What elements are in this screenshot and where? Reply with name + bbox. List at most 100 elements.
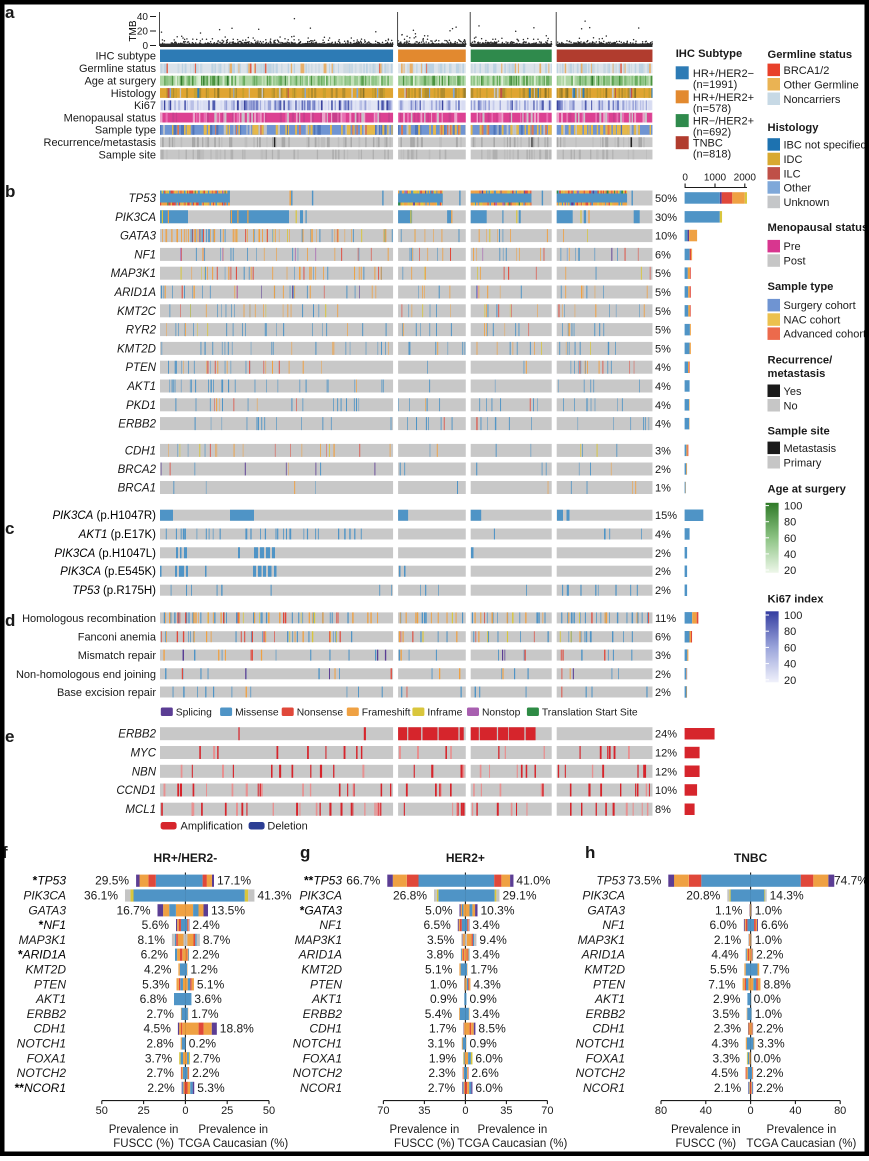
svg-text:8.1%: 8.1% [138, 933, 166, 947]
svg-text:FOXA1: FOXA1 [303, 1051, 342, 1065]
svg-text:FOXA1: FOXA1 [586, 1051, 625, 1065]
svg-text:41.0%: 41.0% [516, 874, 550, 888]
svg-text:5.3%: 5.3% [142, 977, 170, 991]
svg-text:PTEN: PTEN [34, 977, 66, 991]
svg-text:4.5%: 4.5% [711, 1066, 739, 1080]
svg-text:MAP3K1: MAP3K1 [295, 933, 342, 947]
svg-text:29.1%: 29.1% [503, 889, 537, 903]
svg-text:80: 80 [784, 626, 796, 638]
svg-text:10%: 10% [655, 785, 677, 797]
svg-text:25: 25 [137, 1105, 149, 1117]
svg-text:60: 60 [784, 642, 796, 654]
svg-text:16.7%: 16.7% [116, 903, 150, 917]
svg-text:NF1: NF1 [319, 918, 342, 932]
svg-text:5.6%: 5.6% [142, 918, 170, 932]
svg-text:PIK3CA: PIK3CA [299, 889, 342, 903]
svg-text:Ki67: Ki67 [134, 100, 156, 112]
svg-text:HR+/HER2-: HR+/HER2- [154, 851, 218, 865]
svg-text:NOTCH2: NOTCH2 [17, 1066, 67, 1080]
svg-text:24%: 24% [655, 729, 677, 741]
svg-text:5%: 5% [655, 287, 671, 299]
svg-text:TP53: TP53 [129, 193, 157, 205]
svg-text:PIK3CA (p.H1047L): PIK3CA (p.H1047L) [54, 548, 156, 560]
svg-text:41.3%: 41.3% [258, 889, 292, 903]
svg-text:TMB: TMB [128, 20, 139, 41]
svg-text:**TP53: **TP53 [304, 874, 342, 888]
svg-text:GATA3: GATA3 [587, 903, 625, 917]
svg-text:CDH1: CDH1 [309, 1022, 342, 1036]
svg-text:40: 40 [784, 549, 796, 561]
svg-text:NOTCH1: NOTCH1 [17, 1037, 66, 1051]
svg-text:2.2%: 2.2% [756, 1066, 784, 1080]
svg-text:d: d [5, 611, 15, 630]
svg-text:4%: 4% [655, 381, 671, 393]
svg-text:80: 80 [784, 517, 796, 529]
svg-text:1.9%: 1.9% [429, 1051, 457, 1065]
svg-text:Age at surgery: Age at surgery [84, 76, 156, 88]
svg-text:TP53 (p.R175H): TP53 (p.R175H) [72, 585, 156, 597]
svg-text:0.9%: 0.9% [470, 1037, 498, 1051]
svg-text:1%: 1% [655, 483, 671, 495]
svg-text:ERBB2: ERBB2 [27, 1007, 67, 1021]
svg-text:5.3%: 5.3% [197, 1081, 225, 1095]
svg-text:12%: 12% [655, 748, 677, 760]
svg-text:6%: 6% [655, 249, 671, 261]
svg-text:5.1%: 5.1% [425, 963, 453, 977]
svg-text:Prevalence in: Prevalence in [390, 1124, 460, 1136]
svg-text:4.3%: 4.3% [711, 1037, 739, 1051]
svg-text:a: a [5, 3, 15, 22]
svg-text:NBN: NBN [132, 766, 157, 778]
svg-text:2.3%: 2.3% [714, 1022, 742, 1036]
svg-text:50: 50 [96, 1105, 108, 1117]
svg-text:2.7%: 2.7% [193, 1051, 221, 1065]
svg-text:36.1%: 36.1% [84, 889, 118, 903]
svg-text:2.8%: 2.8% [146, 1037, 174, 1051]
svg-text:Homologous recombination: Homologous recombination [22, 613, 156, 625]
svg-text:TCGA Caucasian (%): TCGA Caucasian (%) [457, 1138, 567, 1150]
svg-text:FOXA1: FOXA1 [27, 1051, 66, 1065]
svg-text:PIK3CA (p.H1047R): PIK3CA (p.H1047R) [52, 510, 156, 522]
svg-text:4.3%: 4.3% [473, 977, 501, 991]
svg-text:CDH1: CDH1 [33, 1022, 66, 1036]
svg-text:2.7%: 2.7% [147, 1066, 175, 1080]
svg-text:Germline status: Germline status [768, 49, 853, 61]
svg-text:2.3%: 2.3% [428, 1066, 456, 1080]
svg-text:Mismatch repair: Mismatch repair [78, 650, 157, 662]
svg-text:ERBB2: ERBB2 [303, 1007, 343, 1021]
svg-text:HER2+: HER2+ [446, 851, 485, 865]
svg-text:GATA3: GATA3 [28, 903, 66, 917]
svg-text:80: 80 [834, 1105, 846, 1117]
svg-text:35: 35 [418, 1105, 430, 1117]
svg-text:PIK3CA: PIK3CA [582, 889, 625, 903]
svg-text:1000: 1000 [704, 173, 727, 184]
svg-text:4%: 4% [655, 400, 671, 412]
svg-text:KMT2D: KMT2D [301, 963, 342, 977]
svg-text:Nonsense: Nonsense [297, 708, 344, 719]
svg-text:5%: 5% [655, 343, 671, 355]
svg-text:ERBB2: ERBB2 [118, 419, 156, 431]
svg-text:FUSCC (%): FUSCC (%) [113, 1138, 174, 1150]
svg-text:g: g [300, 843, 310, 862]
svg-text:9.4%: 9.4% [479, 933, 507, 947]
svg-text:1.7%: 1.7% [191, 1007, 219, 1021]
svg-text:TCGA Caucasian (%): TCGA Caucasian (%) [746, 1138, 856, 1150]
svg-text:Surgery cohort: Surgery cohort [784, 300, 856, 312]
svg-text:Sample type: Sample type [95, 125, 156, 137]
svg-text:Age at surgery: Age at surgery [768, 484, 847, 496]
svg-text:AKT1: AKT1 [35, 992, 66, 1006]
svg-text:3%: 3% [655, 650, 671, 662]
svg-text:6.6%: 6.6% [761, 918, 789, 932]
svg-text:10.3%: 10.3% [481, 903, 515, 917]
svg-text:PKD1: PKD1 [126, 400, 156, 412]
svg-text:29.5%: 29.5% [95, 874, 129, 888]
svg-text:*ARID1A: *ARID1A [18, 948, 66, 962]
svg-text:Prevalence in: Prevalence in [671, 1124, 741, 1136]
svg-text:Prevalence in: Prevalence in [767, 1124, 837, 1136]
svg-text:6.8%: 6.8% [140, 992, 168, 1006]
svg-text:3.4%: 3.4% [472, 1007, 500, 1021]
svg-text:Recurrence/metastasis: Recurrence/metastasis [44, 137, 157, 149]
svg-text:FUSCC (%): FUSCC (%) [675, 1138, 736, 1150]
svg-text:MAP3K1: MAP3K1 [111, 268, 156, 280]
svg-text:20.8%: 20.8% [686, 889, 720, 903]
svg-text:66.7%: 66.7% [346, 874, 380, 888]
